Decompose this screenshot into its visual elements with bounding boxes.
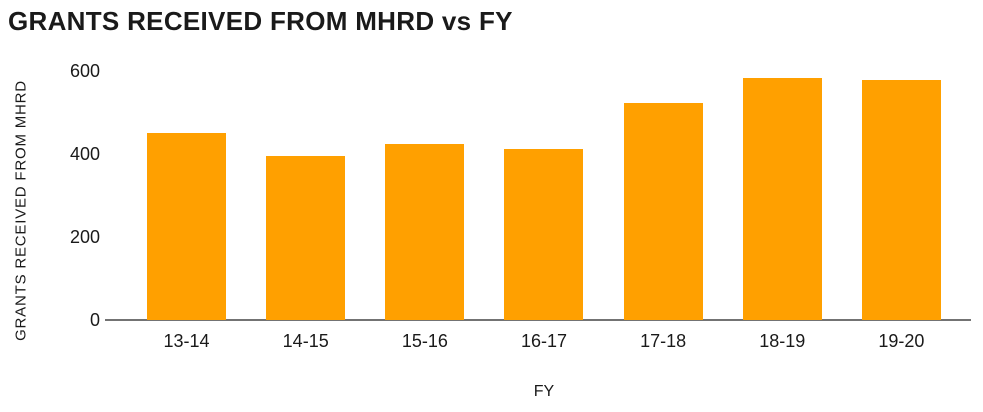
- x-tick-label: 13-14: [163, 331, 210, 351]
- x-axis-label: FY: [533, 383, 555, 400]
- bar-14-15: [266, 156, 346, 320]
- bar-19-20: [861, 80, 941, 320]
- y-tick-label: 200: [69, 227, 100, 247]
- x-tick-label: 14-15: [282, 331, 329, 351]
- bar-18-19: [742, 78, 822, 320]
- x-tick-label: 18-19: [759, 331, 806, 351]
- bar-16-17: [504, 149, 584, 320]
- bar-17-18: [623, 103, 703, 320]
- y-tick-label: 0: [89, 310, 100, 330]
- bar-13-14: [147, 133, 227, 320]
- x-tick-label: 16-17: [520, 331, 567, 351]
- x-tick-label: 17-18: [640, 331, 687, 351]
- y-axis-title: GRANTS RECEIVED FROM MHRD: [12, 80, 30, 341]
- y-tick-label: 600: [69, 61, 100, 81]
- chart-title: GRANTS RECEIVED FROM MHRD vs FY: [8, 6, 513, 36]
- x-tick-label: 15-16: [401, 331, 448, 351]
- x-tick-label: 19-20: [878, 331, 925, 351]
- bar-15-16: [385, 144, 465, 320]
- y-tick-label: 400: [69, 144, 100, 164]
- x-axis-line: [105, 319, 971, 321]
